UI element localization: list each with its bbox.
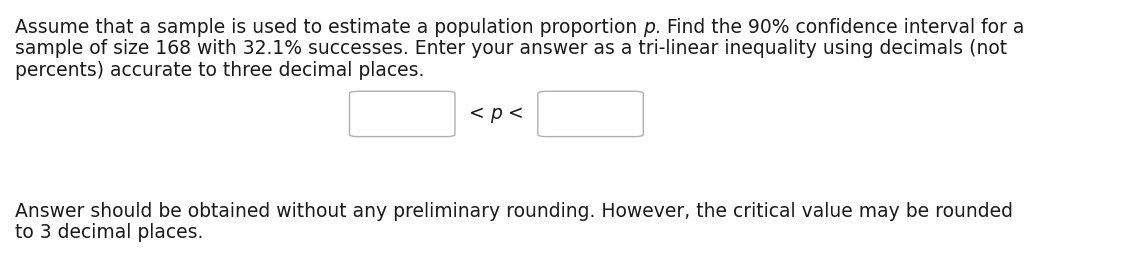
Text: . Find the 90% confidence interval for a: . Find the 90% confidence interval for a [656,18,1025,37]
Text: p: p [490,104,502,124]
Text: p: p [643,18,656,37]
Text: Answer should be obtained without any preliminary rounding. However, the critica: Answer should be obtained without any pr… [15,202,1013,221]
Text: <: < [502,104,524,124]
FancyBboxPatch shape [350,91,455,137]
Text: percents) accurate to three decimal places.: percents) accurate to three decimal plac… [15,61,424,80]
Text: to 3 decimal places.: to 3 decimal places. [15,223,203,242]
FancyBboxPatch shape [537,91,643,137]
Text: <: < [469,104,490,124]
Text: Assume that a sample is used to estimate a population proportion: Assume that a sample is used to estimate… [15,18,643,37]
Text: sample of size 168 with 32.1% successes. Enter your answer as a tri-linear inequ: sample of size 168 with 32.1% successes.… [15,39,1007,58]
